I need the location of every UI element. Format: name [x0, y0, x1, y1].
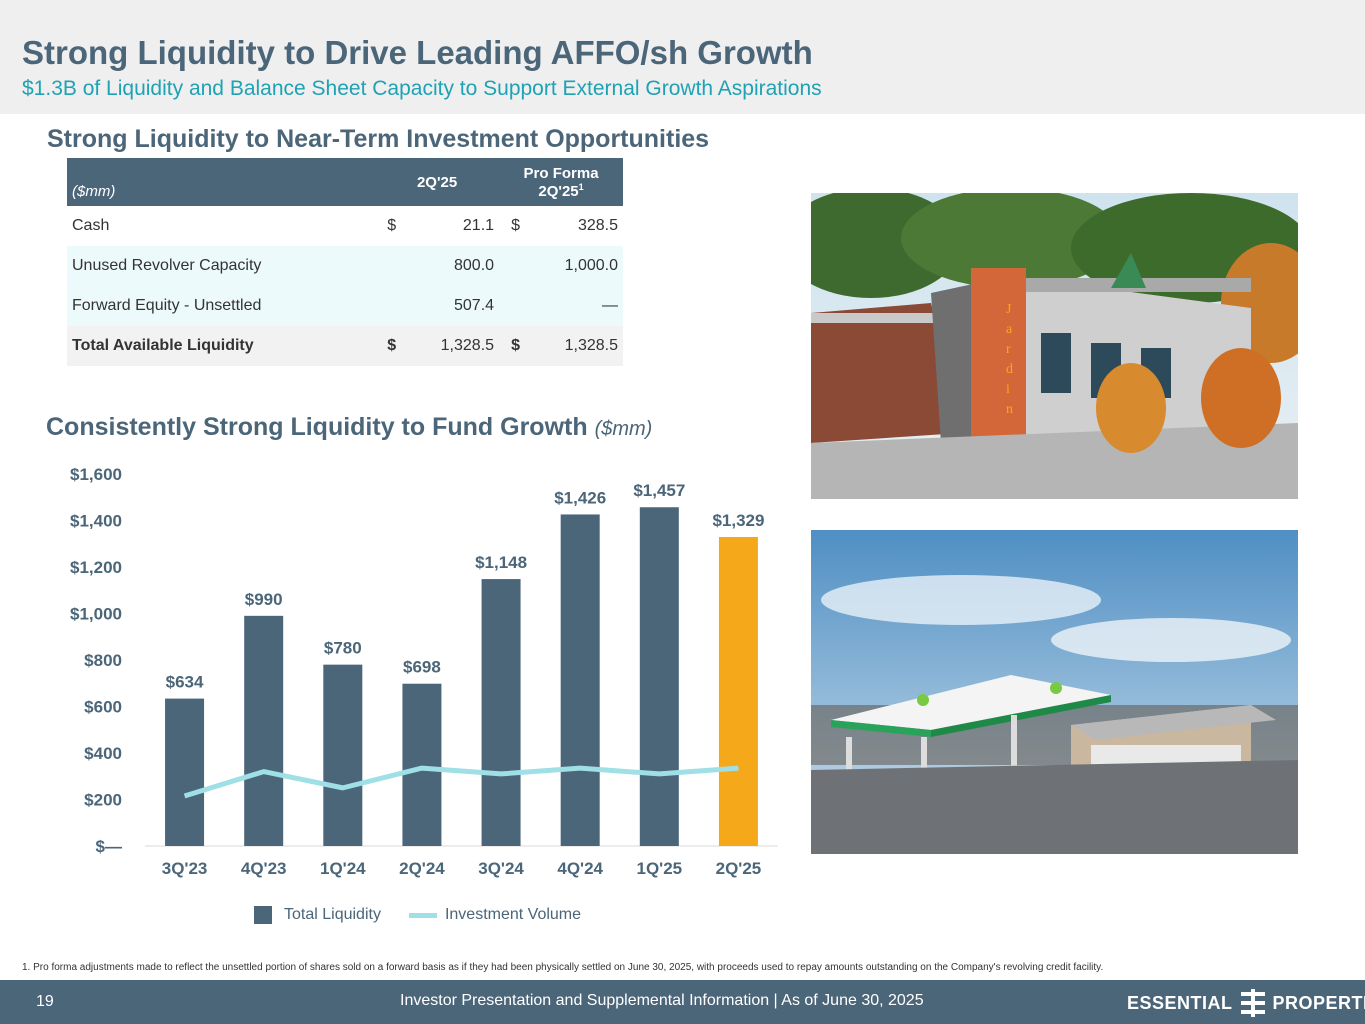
unit-header: ($mm): [67, 158, 376, 206]
bar-5: [560, 514, 600, 846]
x-tick-label: 1Q'25: [636, 859, 682, 878]
y-tick-label: $600: [84, 698, 122, 717]
bar-data-label: $1,329: [712, 511, 764, 530]
table-row: Total Available Liquidity $1,328.5 $1,328.…: [67, 326, 623, 366]
bar-data-label: $634: [166, 673, 204, 692]
logo-mark-icon: [1240, 989, 1265, 1017]
currency-proforma: [499, 246, 526, 286]
x-tick-label: 4Q'24: [557, 859, 603, 878]
legend-swatch-line: [408, 912, 437, 918]
footnote: 1. Pro forma adjustments made to reflect…: [22, 962, 1104, 973]
currency-2q25: $: [375, 206, 402, 246]
value-proforma: —: [525, 286, 623, 326]
bar-data-label: $1,426: [554, 488, 606, 507]
bar-data-label: $698: [403, 658, 441, 677]
bar-6: [639, 507, 679, 846]
table-row: Unused Revolver Capacity 800.0 1,000.0: [67, 246, 623, 286]
bar-7: [718, 537, 758, 846]
bar-data-label: $1,457: [633, 481, 685, 500]
col-2q25-header: 2Q'25: [375, 158, 500, 206]
bar-3: [402, 683, 442, 846]
company-logo: ESSENTIAL PROPERTIES: [1127, 989, 1365, 1017]
y-tick-label: $1,000: [70, 605, 122, 624]
logo-word-left: ESSENTIAL: [1127, 992, 1233, 1013]
currency-proforma: $: [499, 206, 526, 246]
gas-station-photo: [811, 530, 1298, 854]
y-tick-label: $1,400: [70, 512, 122, 531]
x-tick-label: 1Q'24: [320, 859, 366, 878]
legend-label-bar: Total Liquidity: [284, 906, 381, 923]
y-tick-label: $400: [84, 744, 122, 763]
legend-label-line: Investment Volume: [444, 906, 582, 923]
logo-word-right: PROPERTIES: [1272, 992, 1365, 1013]
value-2q25: 21.1: [401, 206, 500, 246]
row-label: Cash: [67, 206, 376, 246]
row-label: Total Available Liquidity: [67, 326, 376, 366]
footer-bar: 19 Investor Presentation and Supplementa…: [0, 980, 1365, 1024]
table-row: Cash $21.1 $328.5: [67, 206, 623, 246]
x-tick-label: 3Q'23: [162, 859, 208, 878]
row-label: Forward Equity - Unsettled: [67, 286, 376, 326]
bar-data-label: $780: [324, 639, 362, 658]
value-2q25: 800.0: [401, 246, 500, 286]
value-proforma: 1,000.0: [525, 246, 623, 286]
y-tick-label: $200: [84, 791, 122, 810]
y-tick-label: $1,600: [70, 465, 122, 484]
y-tick-label: $800: [84, 651, 122, 670]
page-title: Strong Liquidity to Drive Leading AFFO/s…: [22, 34, 813, 71]
chart-title-text: Consistently Strong Liquidity to Fund Gr…: [46, 413, 588, 441]
bar-4: [481, 579, 521, 846]
currency-proforma: [499, 286, 526, 326]
col-proforma-line1: Pro Forma: [523, 164, 599, 182]
page-subtitle: $1.3B of Liquidity and Balance Sheet Cap…: [22, 77, 822, 100]
col-proforma-line2: 2Q'25: [538, 182, 579, 200]
liquidity-bar-chart: $— $200 $400 $600 $800 $1,000 $1,200 $1,400 $1,6…: [70, 465, 778, 878]
bar-1: [244, 615, 284, 846]
footer-text: Investor Presentation and Supplemental I…: [400, 992, 924, 1009]
bar-data-label: $990: [245, 590, 283, 609]
currency-2q25: [375, 286, 402, 326]
header-band: [0, 0, 1365, 114]
chart-unit: ($mm): [594, 418, 653, 440]
value-proforma: 328.5: [525, 206, 623, 246]
row-label: Unused Revolver Capacity: [67, 246, 376, 286]
footnote-marker: 1: [578, 181, 584, 192]
currency-2q25: [375, 246, 402, 286]
investment-volume-line: [183, 765, 739, 799]
col-proforma-header: Pro Forma 2Q'251: [499, 158, 623, 206]
bar-0: [165, 698, 205, 846]
value-2q25: 507.4: [401, 286, 500, 326]
bar-2: [323, 664, 363, 846]
legend-swatch-bar: [254, 906, 272, 924]
currency-2q25: $: [375, 326, 402, 366]
page-number: 19: [36, 993, 54, 1010]
liquidity-table: ($mm) 2Q'25 Pro Forma 2Q'251 Cash $21.1 $3…: [67, 158, 623, 366]
bar-data-label: $1,148: [475, 553, 527, 572]
x-tick-label: 2Q'24: [399, 859, 445, 878]
table-row: Forward Equity - Unsettled 507.4 —: [67, 286, 623, 326]
chart-legend: Total Liquidity Investment Volume: [254, 906, 581, 924]
table-section-title: Strong Liquidity to Near-Term Investment…: [47, 125, 710, 153]
x-tick-label: 2Q'25: [716, 859, 762, 878]
y-tick-label: $—: [96, 837, 122, 856]
x-tick-label: 4Q'23: [241, 859, 287, 878]
y-tick-label: $1,200: [70, 558, 122, 577]
value-proforma: 1,328.5: [525, 326, 623, 366]
chart-section-title: Consistently Strong Liquidity to Fund Gr…: [46, 413, 652, 442]
x-tick-label: 3Q'24: [478, 859, 524, 878]
value-2q25: 1,328.5: [401, 326, 500, 366]
currency-proforma: $: [499, 326, 526, 366]
